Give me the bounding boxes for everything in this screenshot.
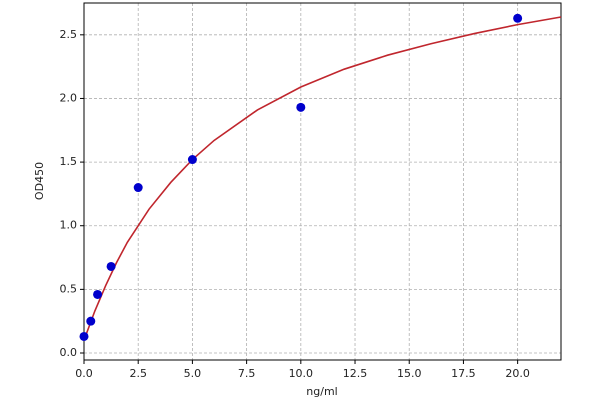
x-tick-label: 2.5 bbox=[129, 367, 147, 380]
data-point bbox=[296, 102, 306, 112]
data-point bbox=[133, 183, 143, 193]
y-tick-label: 1.0 bbox=[60, 219, 78, 232]
x-tick-label: 12.5 bbox=[343, 367, 368, 380]
plot-frame bbox=[83, 2, 562, 361]
x-tick-label: 0.0 bbox=[75, 367, 93, 380]
x-tick-label: 10.0 bbox=[289, 367, 314, 380]
data-point bbox=[93, 289, 103, 299]
data-point bbox=[86, 316, 96, 326]
x-tick-label: 7.5 bbox=[238, 367, 256, 380]
y-tick-label: 2.0 bbox=[60, 91, 78, 104]
x-tick-label: 5.0 bbox=[184, 367, 202, 380]
y-tick-label: 2.5 bbox=[60, 28, 78, 41]
data-point bbox=[106, 261, 116, 271]
data-point bbox=[79, 331, 89, 341]
data-point bbox=[187, 155, 197, 165]
x-tick-label: 17.5 bbox=[451, 367, 476, 380]
y-tick-label: 1.5 bbox=[60, 155, 78, 168]
x-tick-label: 20.0 bbox=[505, 367, 530, 380]
y-tick-label: 0.5 bbox=[60, 282, 78, 295]
x-axis-label: ng/ml bbox=[306, 385, 337, 398]
y-axis-label: OD450 bbox=[33, 162, 46, 200]
x-tick-label: 15.0 bbox=[397, 367, 422, 380]
y-tick-label: 0.0 bbox=[60, 346, 78, 359]
data-point bbox=[513, 13, 523, 23]
